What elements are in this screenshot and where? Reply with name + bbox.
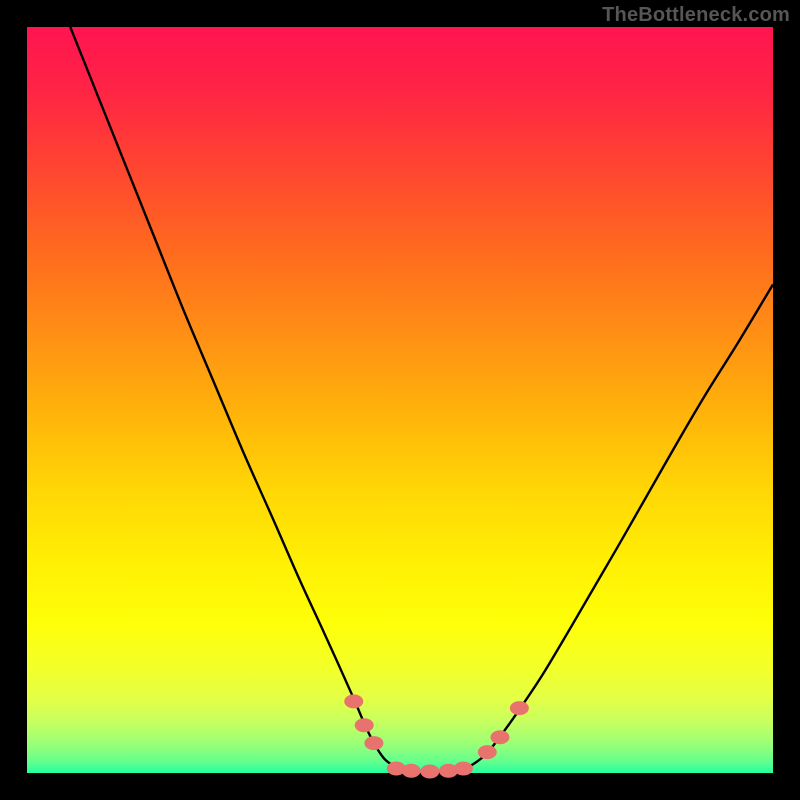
marker-point [355, 719, 373, 732]
marker-point [345, 695, 363, 708]
marker-point [454, 762, 472, 775]
marker-point [510, 702, 528, 715]
marker-point [421, 765, 439, 778]
plot-area [27, 27, 773, 773]
attribution-label: TheBottleneck.com [602, 4, 790, 27]
left-curve [70, 27, 441, 772]
marker-point [491, 731, 509, 744]
chart-container: TheBottleneck.com [0, 0, 800, 800]
marker-point [365, 737, 383, 750]
right-curve [441, 284, 773, 771]
marker-point [478, 746, 496, 759]
curve-overlay [27, 27, 773, 773]
marker-point [402, 764, 420, 777]
